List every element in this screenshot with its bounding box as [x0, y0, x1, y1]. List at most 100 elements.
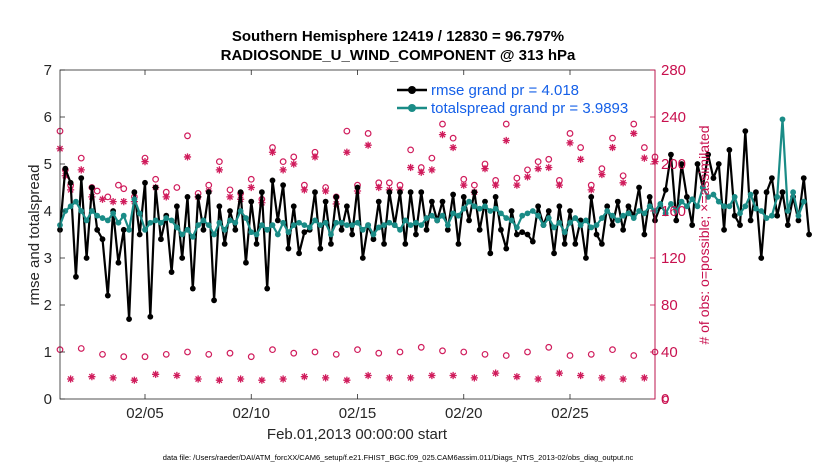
obs-assimilated-marker: [449, 371, 457, 380]
rmse-point: [567, 208, 573, 214]
rmse-point: [673, 217, 680, 224]
rmse-point: [227, 208, 233, 214]
totalspread-point: [630, 215, 637, 221]
obs-possible-marker: [226, 349, 234, 357]
obs-possible-marker: [449, 134, 457, 142]
chart-subtitle: RADIOSONDE_U_WIND_COMPONENT @ 313 hPa: [221, 47, 576, 64]
right-tick-label: 160: [661, 203, 686, 220]
right-tick-label: 200: [661, 156, 686, 173]
obs-possible-marker: [619, 172, 627, 180]
obs-assimilated-marker: [619, 179, 627, 187]
totalspread-point: [790, 189, 797, 196]
rmse-point: [88, 184, 95, 191]
totalspread-point: [567, 219, 573, 226]
obs-possible-marker: [385, 179, 393, 187]
totalspread-point: [333, 219, 340, 226]
totalspread-point: [460, 205, 467, 212]
rmse-point: [444, 226, 451, 233]
totalspread-point: [184, 226, 191, 233]
rmse-point: [397, 189, 403, 196]
obs-possible-marker: [77, 345, 85, 352]
rmse-point: [237, 189, 244, 196]
totalspread-point: [195, 222, 202, 229]
rmse-point: [413, 231, 419, 238]
obs-possible-marker: [630, 352, 638, 359]
totalspread-point: [513, 224, 520, 231]
totalspread-point: [492, 205, 499, 212]
totalspread-point: [264, 226, 271, 233]
totalspread-point: [163, 215, 170, 221]
obs-assimilated-marker: [587, 186, 595, 194]
obs-assimilated-marker: [226, 193, 234, 201]
rmse-point: [312, 189, 318, 196]
totalspread-point: [200, 217, 207, 224]
obs-assimilated-marker: [555, 181, 563, 189]
obs-assimilated-marker: [375, 183, 383, 192]
obs-possible-marker: [115, 181, 122, 189]
totalspread-point: [359, 226, 366, 233]
rmse-point: [795, 217, 802, 224]
totalspread-point: [338, 219, 345, 226]
rmse-point: [375, 198, 382, 205]
totalspread-point: [779, 116, 786, 123]
obs-assimilated-marker: [608, 143, 617, 152]
rmse-point: [620, 226, 627, 233]
rmse-point: [646, 194, 653, 200]
obs-possible-marker: [545, 343, 553, 351]
rmse-point: [189, 285, 196, 292]
obs-assimilated-marker: [120, 198, 128, 206]
obs-assimilated-marker: [545, 163, 553, 172]
totalspread-point: [354, 219, 361, 226]
obs-assimilated-marker: [534, 375, 542, 383]
totalspread-point: [99, 215, 106, 221]
totalspread-point: [800, 198, 807, 205]
rmse-point: [370, 236, 377, 243]
obs-possible-marker: [587, 350, 595, 358]
totalspread-point: [67, 203, 74, 210]
obs-assimilated-marker: [247, 183, 255, 192]
rmse-point: [545, 208, 552, 214]
totalspread-point: [413, 219, 419, 226]
totalspread-point: [343, 222, 350, 229]
totalspread-point: [662, 210, 669, 217]
rmse-point: [662, 186, 669, 193]
totalspread-point: [243, 215, 249, 221]
totalspread-point: [216, 219, 223, 226]
legend: rmse grand pr = 4.018 totalspread grand …: [397, 82, 628, 117]
obs-assimilated-marker: [141, 158, 149, 166]
totalspread-point: [535, 212, 542, 219]
rmse-point: [301, 229, 308, 236]
obs-assimilated-marker: [460, 181, 468, 189]
rmse-point: [731, 212, 738, 219]
y-tick-label: 0: [44, 391, 52, 408]
totalspread-point: [721, 203, 727, 210]
y-axis-label: rmse and totalspread: [26, 165, 43, 306]
obs-assimilated-marker: [173, 371, 181, 380]
rmse-point: [99, 236, 106, 243]
obs-assimilated-marker: [215, 166, 223, 174]
totalspread-point: [609, 212, 616, 219]
totalspread-point: [402, 217, 409, 224]
rmse-point: [142, 179, 148, 186]
rmse-point: [498, 226, 504, 233]
totalspread-point: [274, 231, 281, 238]
totalspread-point: [296, 219, 302, 226]
totalspread-point: [312, 217, 318, 224]
y-tick-label: 3: [44, 250, 52, 267]
obs-assimilated-marker: [109, 198, 117, 206]
rmse-point: [280, 182, 287, 189]
obs-possible-marker: [577, 144, 585, 151]
obs-possible-marker: [566, 352, 574, 359]
rmse-point: [67, 179, 74, 186]
totalspread-point: [540, 222, 547, 229]
rmse-point: [418, 189, 425, 196]
totalspread-point: [88, 208, 95, 214]
obs-possible-marker: [269, 346, 276, 354]
y-axis-ticks: 0 1 2 3 4 5 6 7: [44, 62, 65, 408]
obs-assimilated-marker: [322, 374, 330, 382]
totalspread-point: [232, 219, 239, 226]
rmse-point: [768, 175, 775, 182]
obs-possible-marker: [120, 353, 128, 361]
obs-possible-marker: [481, 350, 489, 358]
rmse-point: [694, 161, 701, 167]
